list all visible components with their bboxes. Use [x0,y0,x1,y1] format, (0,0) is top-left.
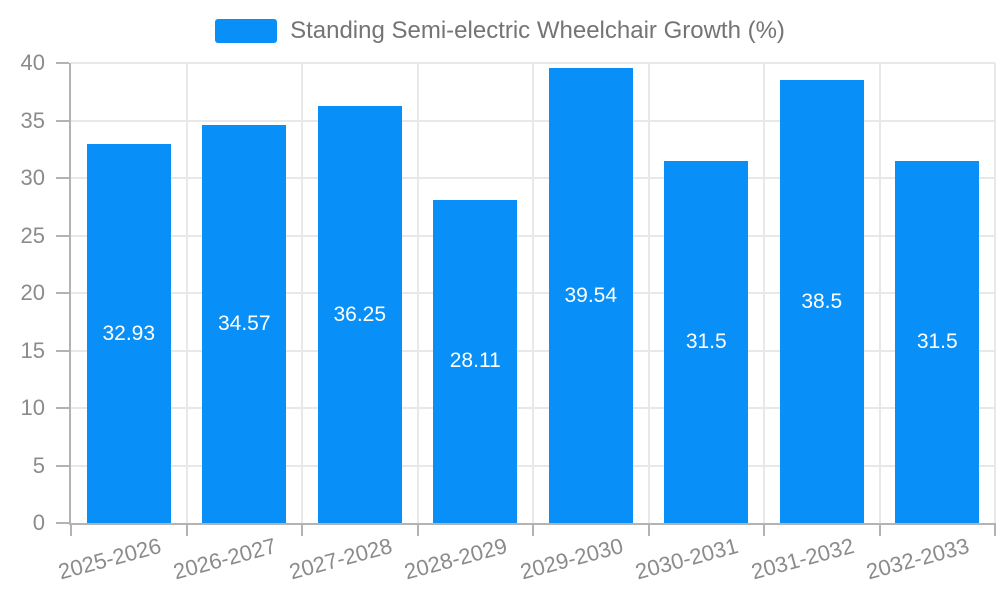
x-axis-tick [416,523,419,536]
y-axis-tick-label: 25 [20,222,45,248]
y-axis-tick-label: 15 [20,337,45,363]
bar-value-label: 28.11 [449,349,501,373]
x-axis-tick [763,523,765,536]
y-axis-tick [56,464,69,467]
bar-value-label: 31.5 [916,329,958,353]
bar-value-label: 34.57 [217,312,271,336]
y-axis-tick [56,522,69,524]
y-axis-tick-label: 0 [32,510,45,535]
x-axis-tick [532,523,534,536]
x-axis-tick [185,523,188,536]
y-axis-tick [56,407,69,409]
legend: Standing Semi-electric Wheelchair Growth… [0,15,1000,47]
y-axis-tick [56,234,69,237]
bar-value-label: 38.5 [801,289,843,313]
y-axis-tick-label: 35 [20,107,45,133]
bar[interactable]: 38.5 [779,80,864,523]
legend-item[interactable]: Standing Semi-electric Wheelchair Growth… [215,17,785,45]
bar-value-label: 36.25 [333,302,387,326]
bar[interactable]: 39.54 [548,68,633,523]
y-axis-tick-label: 30 [20,165,45,190]
plot-area: 0 5 10 15 20 25 30 35 40 32.93 2025-2026 34.57 2026-… [21,52,996,584]
gridline-vertical [532,63,534,523]
gridline-vertical [647,63,650,523]
gridline-vertical [994,63,996,523]
y-axis-tick [56,177,69,179]
gridline-vertical [763,63,765,523]
gridline-vertical [301,63,303,523]
gridline-vertical [416,63,419,523]
y-axis-tick [56,119,69,122]
x-axis-tick [994,523,996,536]
y-axis-tick [56,62,69,64]
bar[interactable]: 32.93 [86,144,171,523]
bar-value-label: 32.93 [102,321,156,345]
y-axis-tick [56,292,69,294]
bar[interactable]: 31.5 [895,160,980,523]
bar[interactable]: 31.5 [664,160,749,523]
y-axis-tick-label: 5 [32,452,45,478]
bar[interactable]: 28.11 [433,199,518,523]
gridline-vertical [185,63,188,523]
legend-swatch-icon [215,19,278,43]
bar-value-label: 39.54 [564,283,618,307]
x-axis-tick [70,523,72,536]
legend-label: Standing Semi-electric Wheelchair Growth… [290,17,785,44]
bar[interactable]: 36.25 [317,106,402,523]
x-axis-tick [301,523,303,536]
y-axis-tick-label: 10 [20,395,45,420]
bar-value-label: 31.5 [685,329,727,353]
y-axis-tick [56,349,69,352]
y-axis-tick-label: 40 [20,50,45,75]
bar[interactable]: 34.57 [202,125,287,523]
x-axis-tick [878,523,881,536]
x-axis-tick [647,523,650,536]
gridline-vertical [878,63,881,523]
y-axis-tick-label: 20 [20,280,45,305]
